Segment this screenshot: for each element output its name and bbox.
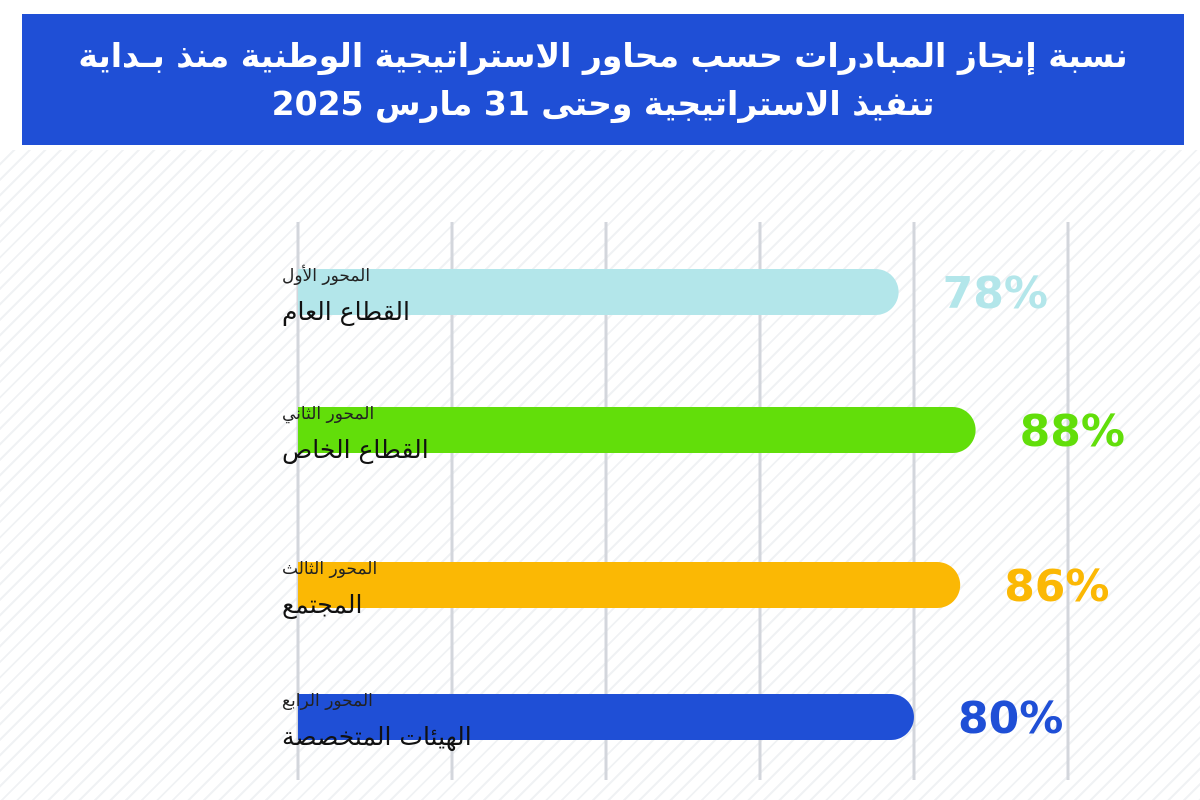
category-axis-label: المحور الأول bbox=[282, 265, 370, 286]
chart-title-line-1: نسبة إنجاز المبادرات حسب محاور الاستراتي… bbox=[78, 36, 1128, 75]
bar bbox=[298, 562, 961, 608]
bar bbox=[298, 269, 899, 315]
category-axis-label: المحور الثالث bbox=[282, 559, 377, 579]
background-pattern bbox=[0, 150, 1200, 800]
bar bbox=[298, 694, 914, 740]
data-label: 78% bbox=[943, 268, 1048, 319]
data-label: 80% bbox=[958, 693, 1063, 744]
category-name-label: القطاع العام bbox=[282, 297, 410, 326]
category-axis-label: المحور الثاني bbox=[282, 404, 374, 424]
category-name-label: المجتمع bbox=[282, 590, 362, 620]
category-name-label: القطاع الخاص bbox=[282, 435, 429, 464]
data-label: 88% bbox=[1020, 406, 1125, 457]
category-name-label: الهيئات المتخصصة bbox=[282, 722, 472, 752]
category-axis-label: المحور الرابع bbox=[282, 691, 373, 711]
chart-title-banner: نسبة إنجاز المبادرات حسب محاور الاستراتي… bbox=[22, 14, 1184, 145]
bar bbox=[298, 407, 976, 453]
chart-title-line-2: تنفيذ الاستراتيجية وحتى 31 مارس 2025 bbox=[271, 84, 935, 123]
data-label: 86% bbox=[1004, 561, 1109, 612]
